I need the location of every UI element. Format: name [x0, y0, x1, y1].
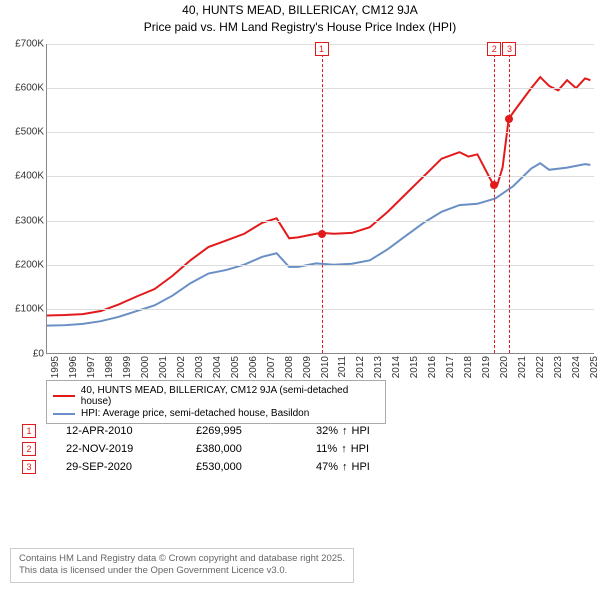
x-axis-label: 1999 — [122, 356, 133, 378]
event-date: 12-APR-2010 — [66, 425, 166, 437]
y-axis-label: £600K — [15, 82, 44, 93]
arrow-up-icon: ↑ — [341, 443, 347, 455]
footer-line: Contains HM Land Registry data © Crown c… — [19, 553, 345, 565]
y-axis-label: £300K — [15, 215, 44, 226]
x-axis-label: 2003 — [194, 356, 205, 378]
event-marker: 3 — [502, 42, 516, 56]
gridline — [47, 88, 594, 89]
x-axis-label: 2018 — [463, 356, 474, 378]
event-delta: 47% ↑ HPI — [316, 461, 370, 473]
legend-row: 40, HUNTS MEAD, BILLERICAY, CM12 9JA (se… — [53, 385, 379, 407]
gridline — [47, 132, 594, 133]
x-axis-label: 1996 — [68, 356, 79, 378]
x-axis-label: 2005 — [230, 356, 241, 378]
event-row: 2 22-NOV-2019 £380,000 11% ↑ HPI — [22, 442, 582, 456]
event-row: 1 12-APR-2010 £269,995 32% ↑ HPI — [22, 424, 582, 438]
x-axis-label: 2017 — [445, 356, 456, 378]
x-axis-label: 2015 — [409, 356, 420, 378]
x-axis-label: 2001 — [158, 356, 169, 378]
x-axis-label: 2010 — [320, 356, 331, 378]
event-date: 22-NOV-2019 — [66, 443, 166, 455]
event-marker: 3 — [22, 460, 36, 474]
event-dot — [318, 230, 326, 238]
event-marker: 1 — [315, 42, 329, 56]
x-axis-label: 2011 — [337, 356, 348, 378]
footer-line: This data is licensed under the Open Gov… — [19, 565, 345, 577]
event-vline — [494, 44, 495, 353]
plot-area: 1 23 — [46, 44, 594, 354]
event-price: £269,995 — [196, 425, 286, 437]
x-axis-label: 2020 — [499, 356, 510, 378]
gridline — [47, 265, 594, 266]
attribution-footer: Contains HM Land Registry data © Crown c… — [10, 548, 354, 583]
event-delta: 32% ↑ HPI — [316, 425, 370, 437]
event-price: £380,000 — [196, 443, 286, 455]
event-marker: 2 — [22, 442, 36, 456]
event-dot — [490, 181, 498, 189]
chart-area: 1 23 £0 £100K £200K £300K £400K £500K £600K £700… — [0, 36, 600, 416]
x-axis-label: 2004 — [212, 356, 223, 378]
x-axis-label: 2002 — [176, 356, 187, 378]
event-marker: 2 — [487, 42, 501, 56]
x-axis-label: 2019 — [481, 356, 492, 378]
gridline — [47, 309, 594, 310]
legend-swatch — [53, 395, 75, 397]
x-axis-label: 2024 — [571, 356, 582, 378]
title-line1: 40, HUNTS MEAD, BILLERICAY, CM12 9JA — [0, 2, 600, 19]
legend-swatch — [53, 413, 75, 415]
x-axis-label: 2022 — [535, 356, 546, 378]
x-axis-label: 2009 — [302, 356, 313, 378]
gridline — [47, 176, 594, 177]
legend-label: 40, HUNTS MEAD, BILLERICAY, CM12 9JA (se… — [81, 385, 379, 407]
x-axis-label: 2014 — [391, 356, 402, 378]
x-axis-label: 1995 — [50, 356, 61, 378]
legend-label: HPI: Average price, semi-detached house,… — [81, 408, 309, 419]
y-axis-label: £500K — [15, 127, 44, 138]
x-axis-label: 1998 — [104, 356, 115, 378]
x-axis-label: 2008 — [284, 356, 295, 378]
gridline — [47, 221, 594, 222]
event-delta: 11% ↑ HPI — [316, 443, 369, 455]
y-axis-label: £100K — [15, 304, 44, 315]
x-axis-label: 2016 — [427, 356, 438, 378]
event-row: 3 29-SEP-2020 £530,000 47% ↑ HPI — [22, 460, 582, 474]
x-axis-label: 2000 — [140, 356, 151, 378]
legend-row: HPI: Average price, semi-detached house,… — [53, 408, 379, 419]
events-table: 1 12-APR-2010 £269,995 32% ↑ HPI 2 22-NOV-201… — [22, 420, 582, 478]
event-marker: 1 — [22, 424, 36, 438]
y-axis-label: £400K — [15, 171, 44, 182]
chart-title: 40, HUNTS MEAD, BILLERICAY, CM12 9JA Pri… — [0, 0, 600, 36]
y-axis-label: £700K — [15, 38, 44, 49]
x-axis-label: 2023 — [553, 356, 564, 378]
event-vline — [509, 44, 510, 353]
line-layer — [47, 44, 594, 353]
x-axis-label: 2012 — [355, 356, 366, 378]
y-axis-label: £0 — [33, 348, 44, 359]
event-vline — [322, 44, 323, 353]
event-dot — [505, 115, 513, 123]
title-line2: Price paid vs. HM Land Registry's House … — [0, 19, 600, 36]
x-axis-label: 2006 — [248, 356, 259, 378]
x-axis-label: 1997 — [86, 356, 97, 378]
event-date: 29-SEP-2020 — [66, 461, 166, 473]
x-axis-label: 2013 — [373, 356, 384, 378]
legend: 40, HUNTS MEAD, BILLERICAY, CM12 9JA (se… — [46, 380, 386, 424]
x-axis-label: 2021 — [517, 356, 528, 378]
x-axis-label: 2025 — [589, 356, 600, 378]
arrow-up-icon: ↑ — [342, 461, 348, 473]
x-axis-label: 2007 — [266, 356, 277, 378]
arrow-up-icon: ↑ — [342, 425, 348, 437]
event-price: £530,000 — [196, 461, 286, 473]
y-axis-label: £200K — [15, 260, 44, 271]
